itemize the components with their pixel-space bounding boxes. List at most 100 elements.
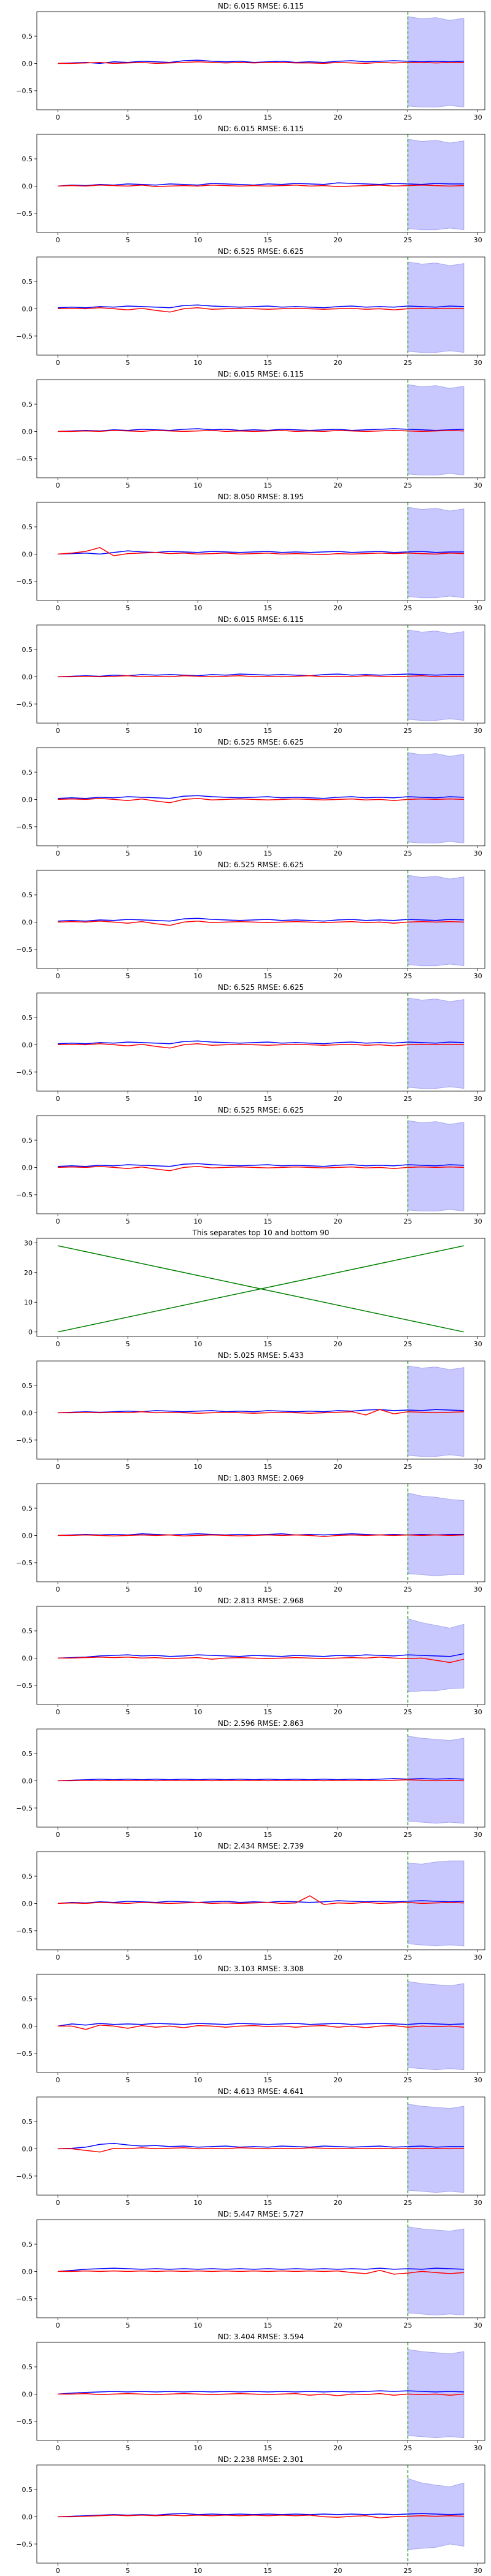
subplot-17: ND: 3.103 RMSE: 3.308 0 5 10 15 20 25 30 −0.5 0.0… <box>16 1965 485 2084</box>
axes-frame <box>36 870 485 969</box>
y-tick-label: 0.0 <box>22 673 33 681</box>
x-tick-label: 10 <box>193 113 202 121</box>
y-tick-label: 0.5 <box>22 523 33 531</box>
y-tick-label: 0.5 <box>22 2486 33 2494</box>
prediction-line <box>58 2515 464 2518</box>
prediction-interval-band <box>408 139 465 231</box>
plot-area <box>58 1484 465 1582</box>
prediction-line <box>58 2147 464 2153</box>
x-tick-label: 5 <box>126 1585 130 1593</box>
x-tick-label: 15 <box>263 2567 272 2575</box>
x-tick-label: 10 <box>193 2199 202 2207</box>
x-tick-label: 0 <box>56 2076 60 2084</box>
subplot-title: ND: 8.050 RMSE: 8.195 <box>218 493 304 501</box>
axes-frame <box>36 502 485 601</box>
x-tick-label: 20 <box>333 2567 342 2575</box>
x-tick-label: 0 <box>56 1217 60 1225</box>
prediction-line <box>58 2393 464 2396</box>
plot-area <box>58 1852 465 1950</box>
target-line <box>58 59 464 64</box>
y-tick-label: −0.5 <box>16 2172 33 2180</box>
x-tick-label: 10 <box>193 236 202 244</box>
target-line <box>58 1040 464 1045</box>
subplot-19: ND: 5.447 RMSE: 5.727 0 5 10 15 20 25 30 −0.5 0.0… <box>16 2210 485 2329</box>
y-tick-label: 0.5 <box>22 1995 33 2003</box>
y-tick-label: 0.0 <box>22 1409 33 1417</box>
subplot-12: ND: 5.025 RMSE: 5.433 0 5 10 15 20 25 30 −0.5 0.0… <box>16 1351 485 1471</box>
x-tick-label: 5 <box>126 1831 130 1839</box>
x-tick-label: 20 <box>333 1095 342 1103</box>
y-tick-label: 0.5 <box>22 155 33 163</box>
x-tick-label: 30 <box>474 2199 482 2207</box>
x-tick-label: 25 <box>404 1095 412 1103</box>
subplot-title: ND: 2.238 RMSE: 2.301 <box>218 2455 304 2464</box>
y-tick-label: −0.5 <box>16 946 33 954</box>
x-tick-label: 30 <box>474 1463 482 1471</box>
x-tick-label: 25 <box>404 1831 412 1839</box>
prediction-interval-band <box>408 1860 465 1947</box>
x-tick-label: 5 <box>126 481 130 489</box>
x-tick-label: 25 <box>404 604 412 612</box>
subplot-11: This separates top 10 and bottom 90 0 5 10 1… <box>24 1229 485 1348</box>
x-tick-label: 0 <box>56 2321 60 2329</box>
x-tick-label: 0 <box>56 2567 60 2575</box>
target-line <box>58 1533 464 1536</box>
y-tick-label: 0.0 <box>22 182 33 190</box>
x-tick-label: 0 <box>56 236 60 244</box>
y-tick-label: 0.5 <box>22 2118 33 2126</box>
x-tick-label: 0 <box>56 2444 60 2452</box>
x-tick-label: 0 <box>56 2199 60 2207</box>
x-tick-label: 10 <box>193 604 202 612</box>
target-line <box>58 1778 464 1782</box>
x-tick-label: 25 <box>404 972 412 980</box>
y-tick-label: 0.0 <box>22 2022 33 2030</box>
x-tick-label: 20 <box>333 1585 342 1593</box>
x-tick-label: 25 <box>404 727 412 735</box>
y-tick-label: 0.5 <box>22 278 33 286</box>
plot-area <box>58 1245 464 1333</box>
y-tick-label: 0.0 <box>22 305 33 313</box>
x-tick-label: 30 <box>474 604 482 612</box>
y-tick-label: 0.5 <box>22 1627 33 1635</box>
x-tick-label: 25 <box>404 1463 412 1471</box>
plot-area <box>58 2465 465 2563</box>
subplot-title: ND: 5.447 RMSE: 5.727 <box>218 2210 304 2218</box>
x-tick-label: 30 <box>474 2567 482 2575</box>
y-tick-label: 0.5 <box>22 1382 33 1390</box>
prediction-line <box>58 2269 464 2275</box>
x-tick-label: 25 <box>404 2567 412 2575</box>
x-tick-label: 5 <box>126 1708 130 1716</box>
x-tick-label: 10 <box>193 1463 202 1471</box>
separator-line <box>58 1245 464 1333</box>
x-tick-label: 15 <box>263 481 272 489</box>
plot-area <box>58 2097 465 2195</box>
target-line <box>58 2023 464 2027</box>
axes-frame <box>36 2342 485 2441</box>
prediction-line <box>58 307 464 313</box>
x-tick-label: 5 <box>126 972 130 980</box>
axes-frame <box>36 992 485 1092</box>
subplot-15: ND: 2.596 RMSE: 2.863 0 5 10 15 20 25 30 −0.5 0.0… <box>16 1719 485 1839</box>
x-tick-label: 5 <box>126 2199 130 2207</box>
x-tick-label: 25 <box>404 113 412 121</box>
x-tick-label: 30 <box>474 2444 482 2452</box>
y-tick-label: 0.5 <box>22 2363 33 2371</box>
subplot-20: ND: 3.404 RMSE: 3.594 0 5 10 15 20 25 30 −0.5 0.0… <box>16 2333 485 2452</box>
x-tick-label: 25 <box>404 2321 412 2329</box>
plot-area <box>58 1974 465 2072</box>
subplot-title: ND: 6.015 RMSE: 6.115 <box>218 125 304 133</box>
x-tick-label: 0 <box>56 1585 60 1593</box>
x-tick-label: 20 <box>333 1463 342 1471</box>
plot-area <box>58 134 465 232</box>
subplot-title: ND: 6.015 RMSE: 6.115 <box>218 370 304 378</box>
prediction-line <box>58 1895 464 1905</box>
x-tick-label: 10 <box>193 2076 202 2084</box>
x-tick-label: 15 <box>263 1708 272 1716</box>
y-tick-label: −0.5 <box>16 700 33 708</box>
axes-frame <box>36 1115 485 1214</box>
target-line <box>58 304 464 309</box>
plot-area <box>58 1606 465 1704</box>
target-line <box>58 1163 464 1167</box>
subplot-title: ND: 4.613 RMSE: 4.641 <box>218 2087 304 2096</box>
x-tick-label: 20 <box>333 1217 342 1225</box>
